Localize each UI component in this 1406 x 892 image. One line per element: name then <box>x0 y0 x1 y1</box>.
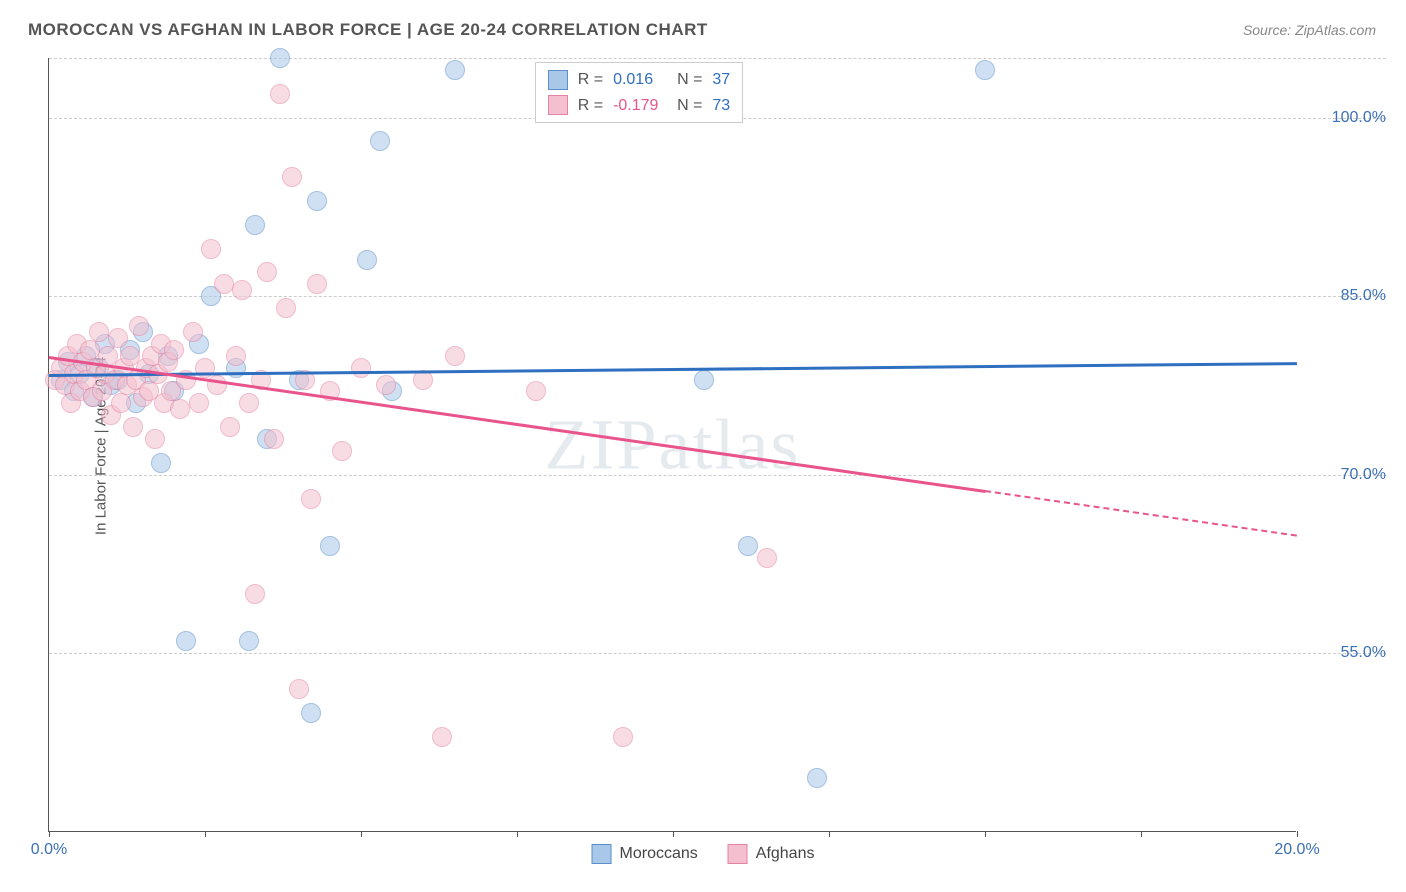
n-value: 37 <box>712 67 730 93</box>
data-point <box>320 536 340 556</box>
data-point <box>445 346 465 366</box>
data-point <box>445 60 465 80</box>
n-value: 73 <box>712 93 730 119</box>
trendline <box>49 356 985 492</box>
data-point <box>332 441 352 461</box>
legend-swatch <box>548 95 568 115</box>
xtick-label: 0.0% <box>31 841 67 859</box>
data-point <box>613 727 633 747</box>
gridline <box>49 475 1386 476</box>
source-attribution: Source: ZipAtlas.com <box>1243 22 1376 38</box>
xtick <box>1141 831 1142 837</box>
legend-bottom: Moroccans Afghans <box>592 844 815 864</box>
gridline <box>49 58 1386 59</box>
legend-swatch <box>728 844 748 864</box>
data-point <box>307 274 327 294</box>
data-point <box>89 322 109 342</box>
ytick-label: 100.0% <box>1306 109 1386 127</box>
trendline <box>985 490 1297 537</box>
data-point <box>129 316 149 336</box>
data-point <box>239 393 259 413</box>
correlation-legend: R = 0.016 N = 37 R = -0.179 N = 73 <box>535 62 743 123</box>
data-point <box>176 631 196 651</box>
xtick <box>205 831 206 837</box>
data-point <box>220 417 240 437</box>
xtick <box>1297 831 1298 837</box>
data-point <box>975 60 995 80</box>
xtick <box>517 831 518 837</box>
data-point <box>108 328 128 348</box>
data-point <box>151 453 171 473</box>
data-point <box>170 399 190 419</box>
legend-item: Afghans <box>728 844 815 864</box>
xtick <box>361 831 362 837</box>
data-point <box>239 631 259 651</box>
legend-row: R = 0.016 N = 37 <box>548 67 730 93</box>
legend-swatch <box>592 844 612 864</box>
data-point <box>111 393 131 413</box>
legend-item: Moroccans <box>592 844 698 864</box>
chart-title: MOROCCAN VS AFGHAN IN LABOR FORCE | AGE … <box>28 20 708 40</box>
data-point <box>245 215 265 235</box>
data-point <box>183 322 203 342</box>
data-point <box>307 191 327 211</box>
xtick <box>49 831 50 837</box>
n-label: N = <box>677 93 702 119</box>
ytick-label: 85.0% <box>1306 287 1386 305</box>
data-point <box>164 340 184 360</box>
data-point <box>226 346 246 366</box>
data-point <box>301 489 321 509</box>
data-point <box>214 274 234 294</box>
data-point <box>432 727 452 747</box>
data-point <box>123 417 143 437</box>
xtick <box>673 831 674 837</box>
xtick <box>829 831 830 837</box>
data-point <box>282 167 302 187</box>
n-label: N = <box>677 67 702 93</box>
ytick-label: 70.0% <box>1306 466 1386 484</box>
data-point <box>257 262 277 282</box>
data-point <box>264 429 284 449</box>
data-point <box>738 536 758 556</box>
r-value: 0.016 <box>613 67 667 93</box>
data-point <box>357 250 377 270</box>
data-point <box>370 131 390 151</box>
legend-row: R = -0.179 N = 73 <box>548 93 730 119</box>
xtick <box>985 831 986 837</box>
legend-label: Afghans <box>756 845 815 863</box>
data-point <box>232 280 252 300</box>
data-point <box>245 584 265 604</box>
data-point <box>270 48 290 68</box>
legend-label: Moroccans <box>620 845 698 863</box>
data-point <box>201 239 221 259</box>
plot-area: ZIPatlas 55.0%70.0%85.0%100.0%0.0%20.0% <box>48 58 1296 832</box>
data-point <box>276 298 296 318</box>
data-point <box>807 768 827 788</box>
data-point <box>289 679 309 699</box>
data-point <box>694 370 714 390</box>
xtick-label: 20.0% <box>1274 841 1319 859</box>
r-label: R = <box>578 67 603 93</box>
data-point <box>301 703 321 723</box>
data-point <box>757 548 777 568</box>
gridline <box>49 653 1386 654</box>
data-point <box>526 381 546 401</box>
data-point <box>145 429 165 449</box>
r-value: -0.179 <box>613 93 667 119</box>
correlation-chart: MOROCCAN VS AFGHAN IN LABOR FORCE | AGE … <box>0 0 1406 892</box>
ytick-label: 55.0% <box>1306 644 1386 662</box>
data-point <box>351 358 371 378</box>
r-label: R = <box>578 93 603 119</box>
data-point <box>376 375 396 395</box>
data-point <box>189 393 209 413</box>
legend-swatch <box>548 70 568 90</box>
data-point <box>270 84 290 104</box>
